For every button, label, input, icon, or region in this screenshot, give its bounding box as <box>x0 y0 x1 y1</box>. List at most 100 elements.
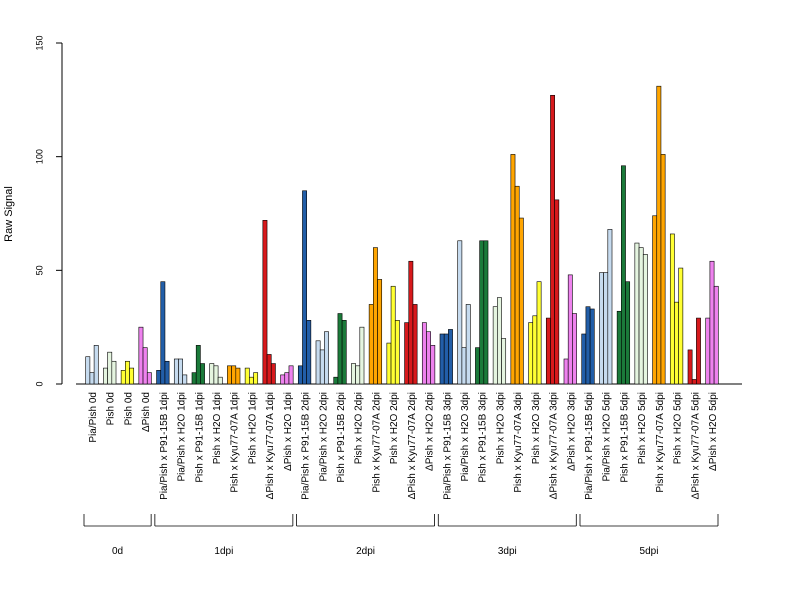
bar <box>125 360 130 385</box>
bar <box>333 376 339 385</box>
category-label: Pish x P91-15B 5dpi <box>619 392 630 483</box>
bar <box>599 272 604 385</box>
bar <box>691 379 697 385</box>
bar <box>475 347 480 385</box>
category-label: ΔPish x H2O 3dpi <box>566 392 577 471</box>
bar <box>501 338 507 385</box>
bar <box>394 320 400 385</box>
bar <box>439 333 445 385</box>
category-label: ΔPish x Kyu77-07A 1dpi <box>265 392 276 499</box>
category-label: Pia/Pish x P91-15B 1dpi <box>159 392 170 500</box>
bar <box>634 242 640 385</box>
category-label: Pish x P91-15B 2dpi <box>336 392 347 483</box>
bar <box>532 315 538 385</box>
bar <box>235 367 241 385</box>
bar <box>266 354 272 385</box>
y-tick-label: 150 <box>34 35 44 50</box>
bar <box>262 220 268 385</box>
bar <box>430 345 436 385</box>
bar <box>288 365 294 385</box>
bar <box>709 260 715 385</box>
bar <box>528 322 534 385</box>
bar <box>390 285 396 385</box>
bar <box>625 281 631 385</box>
bar <box>607 229 613 385</box>
bar <box>120 370 126 385</box>
category-label: Pish x Kyu77-07A 1dpi <box>230 392 241 493</box>
bar <box>373 247 378 385</box>
bar <box>642 254 648 385</box>
bar <box>585 306 591 385</box>
category-label: ΔPish x Kyu77-07A 3dpi <box>549 392 560 499</box>
bar <box>674 301 679 385</box>
bar <box>492 306 498 385</box>
bar <box>603 272 609 385</box>
bar <box>355 365 361 385</box>
y-tick-label: 0 <box>34 381 44 386</box>
category-label: Pish x H2O 5dpi <box>673 392 684 464</box>
bar <box>510 154 516 385</box>
bar <box>217 376 223 385</box>
category-label: Pia/Pish x P91-15B 5dpi <box>584 392 595 500</box>
bar <box>231 365 237 385</box>
bar <box>443 333 449 385</box>
category-label: ΔPish x H2O 5dpi <box>708 392 719 471</box>
category-label: Pia/Pish x H2O 2dpi <box>318 392 329 482</box>
y-axis: 0 50 100 150 <box>34 35 63 387</box>
bar <box>461 347 467 385</box>
bar <box>85 356 91 385</box>
category-label: Pish x H2O 2dpi <box>389 392 400 464</box>
category-label: ΔPish x Kyu77-07A 5dpi <box>690 392 701 499</box>
bar <box>545 317 551 385</box>
bar <box>589 308 595 385</box>
bar <box>164 360 170 385</box>
bar <box>156 370 162 385</box>
bar <box>142 347 148 385</box>
bars <box>76 85 742 385</box>
bar <box>457 240 463 385</box>
category-label: Pia/Pish 0d <box>88 392 99 443</box>
bar <box>93 345 99 385</box>
bar <box>341 320 347 385</box>
bar <box>536 281 542 385</box>
bar <box>146 372 152 385</box>
category-label: Pish x P91-15B 1dpi <box>194 392 205 483</box>
category-label: Pia/Pish x H2O 5dpi <box>602 392 613 482</box>
bar <box>213 365 219 385</box>
bar <box>404 322 410 385</box>
bar <box>103 367 108 385</box>
bar <box>660 154 666 385</box>
bar <box>408 260 414 385</box>
bar <box>550 94 555 385</box>
bar <box>572 313 577 385</box>
bar <box>280 374 286 385</box>
bar <box>191 372 197 385</box>
category-label: Pish x H2O 5dpi <box>637 392 648 464</box>
category-label: Pish x H2O 2dpi <box>354 392 365 464</box>
bar <box>483 240 489 385</box>
category-label: Pish x Kyu77-07A 2dpi <box>371 392 382 493</box>
bar <box>319 349 325 385</box>
bar <box>514 185 520 385</box>
bar <box>173 358 179 385</box>
bar <box>160 281 166 385</box>
bar <box>315 340 321 385</box>
category-label: ΔPish 0d <box>141 392 152 432</box>
bar <box>652 215 658 385</box>
category-label: Pish x P91-15B 3dpi <box>478 392 489 483</box>
category-label: ΔPish x Kyu77-07A 2dpi <box>407 392 418 499</box>
category-label: Pish 0d <box>106 392 117 425</box>
bar <box>129 367 135 385</box>
bar <box>249 376 254 385</box>
bar <box>195 345 201 385</box>
bar <box>107 351 113 385</box>
bar <box>368 304 374 385</box>
group-label: 1dpi <box>214 546 233 557</box>
bar <box>678 267 684 385</box>
category-label: Pish 0d <box>123 392 134 425</box>
bar <box>337 313 343 385</box>
bar <box>351 363 356 385</box>
group-label: 3dpi <box>498 546 517 557</box>
